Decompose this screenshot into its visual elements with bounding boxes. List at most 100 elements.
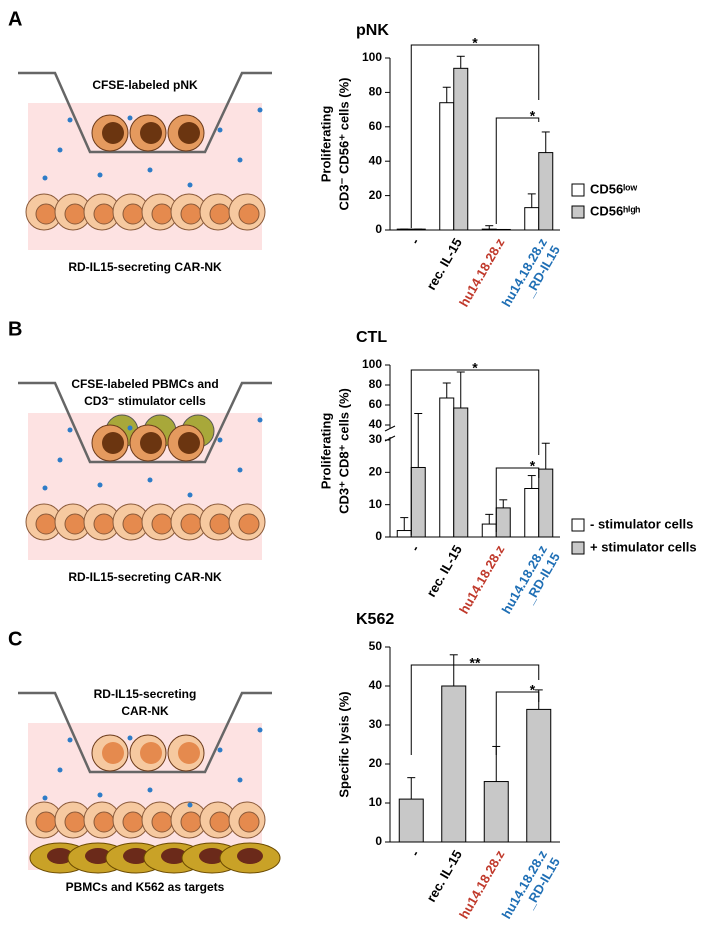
x-tick-label: rec. IL-15 <box>424 236 466 293</box>
target-nucleus <box>123 848 149 864</box>
significance-bracket <box>410 664 540 755</box>
bar <box>410 466 426 538</box>
target-nucleus <box>199 848 225 864</box>
il15-dot <box>42 485 48 491</box>
il15-dot <box>67 737 73 743</box>
nucleus <box>238 203 260 225</box>
il15-dot <box>127 425 133 431</box>
nucleus <box>64 203 86 225</box>
significance-label: * <box>530 108 536 124</box>
chart-title: K562 <box>356 611 394 628</box>
bar <box>396 530 412 538</box>
nucleus <box>151 203 173 225</box>
il15-dot <box>127 115 133 121</box>
diagram-bottom-label: RD-IL15-secreting CAR-NK <box>68 260 222 274</box>
y-tick-label: 30 <box>369 717 383 731</box>
diagram-bottom-label: PBMCs and K562 as targets <box>66 880 225 894</box>
insert-nucleus <box>178 432 200 454</box>
insert <box>18 381 272 464</box>
il15-dot <box>97 792 103 798</box>
y-axis-label: CD3⁺ CD8⁺ cells (%) <box>336 388 351 514</box>
bar <box>526 708 552 843</box>
il15-dot <box>217 127 223 133</box>
insert-nucleus <box>102 742 124 764</box>
y-tick-label: 50 <box>369 639 383 653</box>
y-axis-label: Specific lysis (%) <box>336 691 351 797</box>
insert <box>18 691 272 774</box>
x-tick-line: - <box>408 236 423 247</box>
il15-dot <box>147 167 153 173</box>
break-mark <box>384 425 396 432</box>
y-tick-label: 10 <box>369 795 383 809</box>
y-tick-label: 20 <box>369 465 383 479</box>
y-tick-label: 40 <box>369 678 383 692</box>
chart-title: CTL <box>356 329 387 346</box>
y-tick-label: 30 <box>369 432 383 446</box>
il15-dot <box>67 427 73 433</box>
bar <box>441 685 467 843</box>
il15-dot <box>147 787 153 793</box>
x-tick-label: hu14.18.28.z_RD-IL15 <box>499 542 564 624</box>
insert-nucleus <box>178 742 200 764</box>
significance-label: * <box>472 360 478 376</box>
significance-label: * <box>530 682 536 698</box>
insert-nucleus <box>102 432 124 454</box>
il15-dot <box>237 157 243 163</box>
bar <box>524 207 540 231</box>
diagram-top-label: CD3⁻ stimulator cells <box>84 394 206 408</box>
il15-dot <box>57 457 63 463</box>
il15-dot <box>257 107 263 113</box>
bar <box>439 397 455 538</box>
nucleus <box>238 811 260 833</box>
bar <box>481 523 497 538</box>
significance-bracket <box>495 691 540 755</box>
significance-bracket <box>495 117 540 224</box>
il15-dot <box>187 182 193 188</box>
il15-dot <box>217 747 223 753</box>
x-tick-label: rec. IL-15 <box>424 848 466 905</box>
nucleus <box>93 513 115 535</box>
y-tick-label: 40 <box>369 417 383 431</box>
x-tick-label: hu14.18.28.z_RD-IL15 <box>499 235 564 317</box>
bar <box>495 507 511 538</box>
nucleus <box>209 513 231 535</box>
panel-letter: C <box>8 628 22 650</box>
bar <box>483 781 509 843</box>
nucleus <box>64 513 86 535</box>
target-nucleus <box>85 848 111 864</box>
x-tick-line: rec. IL-15 <box>424 848 466 905</box>
legend-swatch <box>571 183 585 197</box>
x-tick-label: rec. IL-15 <box>424 543 466 600</box>
bar <box>453 67 469 231</box>
target-nucleus <box>237 848 263 864</box>
il15-dot <box>237 467 243 473</box>
nucleus <box>93 811 115 833</box>
y-tick-label: 100 <box>362 357 382 371</box>
target-nucleus <box>47 848 73 864</box>
bar <box>538 152 554 231</box>
nucleus <box>180 811 202 833</box>
legend-label: + stimulator cells <box>590 539 697 554</box>
il15-dot <box>42 175 48 181</box>
legend-label: - stimulator cells <box>590 516 693 531</box>
il15-dot <box>257 417 263 423</box>
il15-dot <box>237 777 243 783</box>
il15-dot <box>57 767 63 773</box>
y-axis-label: CD3⁻ CD56⁺ cells (%) <box>336 78 351 211</box>
y-tick-label: 0 <box>375 529 382 543</box>
y-tick-label: 0 <box>375 834 382 848</box>
break-mark <box>384 435 396 442</box>
x-tick-label: - <box>408 543 423 554</box>
nucleus <box>64 811 86 833</box>
panel-letter: A <box>8 8 22 30</box>
bar <box>538 468 554 538</box>
bar <box>481 228 497 231</box>
x-tick-line: rec. IL-15 <box>424 236 466 293</box>
nucleus <box>35 203 57 225</box>
diagram-top-label: RD-IL15-secreting <box>94 687 197 701</box>
nucleus <box>122 203 144 225</box>
x-tick-line: - <box>408 543 423 554</box>
significance-bracket <box>410 369 540 535</box>
il15-dot <box>187 802 193 808</box>
